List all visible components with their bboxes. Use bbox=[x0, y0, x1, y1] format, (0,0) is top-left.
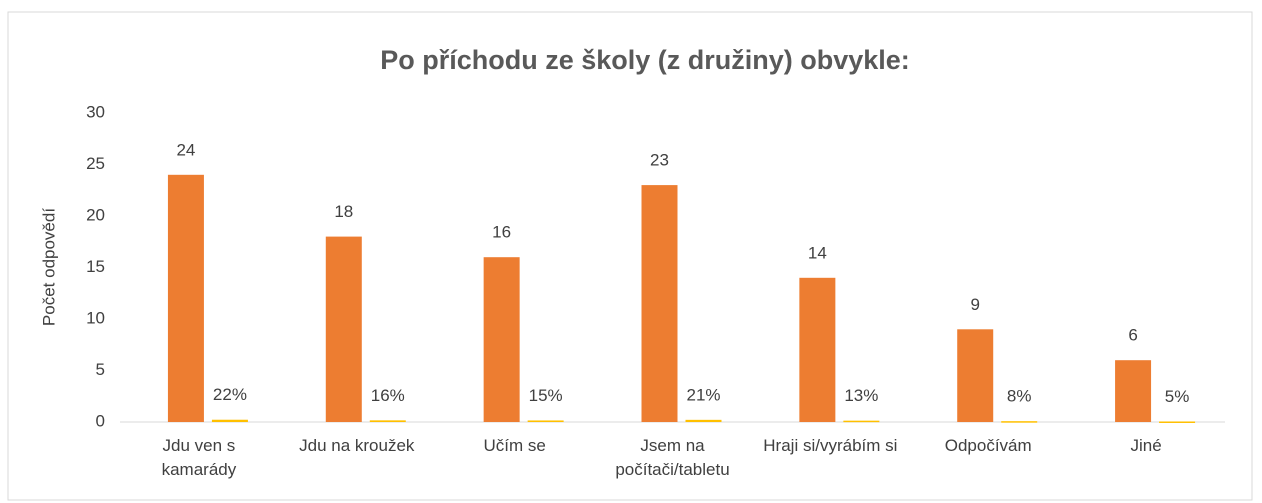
data-label: 6 bbox=[1128, 326, 1137, 345]
data-label: 8% bbox=[1007, 387, 1032, 406]
y-tick-label: 30 bbox=[86, 102, 105, 121]
chart-title: Po příchodu ze školy (z družiny) obvykle… bbox=[380, 45, 910, 75]
x-tick-label: Jsem na počítači/tabletu bbox=[615, 436, 730, 479]
data-label: 13% bbox=[844, 386, 878, 405]
data-label: 23 bbox=[650, 151, 669, 170]
bar bbox=[167, 174, 204, 422]
x-tick-label: Jiné bbox=[1130, 436, 1162, 455]
x-tick-label: Učím se bbox=[483, 436, 546, 455]
x-tick-label: Odpočívám bbox=[944, 436, 1032, 455]
y-tick-label: 10 bbox=[86, 308, 105, 327]
y-tick-label: 20 bbox=[86, 205, 105, 224]
bar bbox=[685, 419, 722, 422]
data-label: 22% bbox=[213, 385, 247, 404]
data-label: 21% bbox=[686, 385, 720, 404]
data-label: 16% bbox=[371, 386, 405, 405]
chart-border bbox=[7, 11, 1253, 501]
y-tick-label: 0 bbox=[96, 411, 105, 430]
data-label: 9 bbox=[970, 295, 979, 314]
data-label: 14 bbox=[808, 243, 827, 262]
bar bbox=[325, 236, 362, 422]
bar bbox=[957, 329, 994, 422]
bar bbox=[1159, 421, 1196, 423]
y-tick-label: 5 bbox=[96, 360, 105, 379]
data-label: 15% bbox=[529, 386, 563, 405]
x-tick-label: Jdu na kroužek bbox=[299, 436, 415, 455]
x-tick-label: Jdu ven s kamarády bbox=[161, 436, 237, 479]
data-label: 5% bbox=[1165, 387, 1190, 406]
bar bbox=[527, 420, 564, 422]
x-tick-label: Hraji si/vyrábím si bbox=[763, 436, 898, 455]
bar bbox=[1001, 421, 1038, 423]
data-label: 18 bbox=[334, 202, 353, 221]
bar bbox=[483, 257, 520, 422]
data-label: 24 bbox=[176, 140, 195, 159]
bar bbox=[369, 420, 406, 422]
bar bbox=[799, 277, 836, 422]
bar bbox=[1115, 360, 1152, 422]
y-tick-label: 15 bbox=[86, 257, 105, 276]
y-tick-label: 25 bbox=[86, 154, 105, 173]
y-axis-title: Počet odpovědí bbox=[39, 208, 58, 326]
bar bbox=[211, 419, 248, 422]
data-label: 16 bbox=[492, 223, 511, 242]
bar bbox=[641, 185, 678, 422]
bar bbox=[843, 420, 880, 423]
